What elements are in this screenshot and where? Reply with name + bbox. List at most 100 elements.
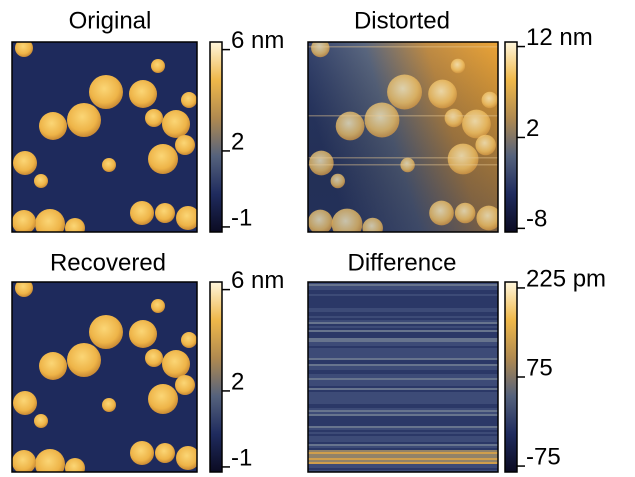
colorbar — [210, 42, 222, 232]
particle — [12, 450, 36, 474]
stripe — [308, 342, 498, 344]
stripe — [308, 468, 498, 470]
particle — [448, 144, 479, 175]
colorbar — [210, 282, 222, 472]
particle — [102, 398, 116, 412]
colorbar-tick-label: -8 — [526, 206, 547, 233]
image-bg — [12, 282, 197, 472]
stripe — [308, 392, 498, 394]
stripe — [308, 434, 498, 436]
stripe — [308, 404, 498, 406]
stripe — [308, 300, 498, 302]
stripe — [308, 420, 498, 422]
particle — [155, 203, 175, 223]
stripe — [308, 426, 498, 428]
stripe — [308, 436, 498, 438]
stripe — [308, 452, 498, 454]
particle — [332, 209, 363, 240]
stripe — [308, 374, 498, 376]
stripe — [308, 460, 498, 462]
stripe — [308, 418, 498, 420]
particle — [34, 414, 48, 428]
panel-title: Distorted — [354, 7, 450, 34]
particle — [181, 92, 197, 108]
stripe — [308, 400, 498, 402]
particle — [364, 103, 399, 138]
stripe — [308, 396, 498, 398]
stripe — [308, 390, 498, 392]
stripe — [308, 382, 498, 384]
particle — [13, 391, 37, 415]
particle — [475, 135, 496, 156]
particle — [130, 441, 154, 465]
stripe — [308, 290, 498, 292]
particle — [428, 80, 457, 109]
stripe — [308, 406, 498, 408]
stripe — [308, 428, 498, 430]
stripe — [308, 394, 498, 396]
stripe — [308, 352, 498, 354]
stripe — [308, 386, 498, 388]
stripe — [308, 412, 498, 414]
colorbar-tick-label: 6 nm — [231, 267, 284, 294]
colorbar-tick-label: 12 nm — [526, 24, 593, 51]
colorbar — [505, 42, 517, 232]
scan-line — [308, 164, 498, 166]
stripe — [308, 368, 498, 370]
particle — [13, 151, 37, 175]
particle — [162, 110, 190, 138]
stripe — [308, 384, 498, 386]
stripe — [308, 372, 498, 374]
stripe — [308, 408, 498, 410]
particle — [331, 174, 345, 188]
stripe — [308, 402, 498, 404]
stripe — [308, 462, 498, 464]
stripe — [308, 304, 498, 306]
scan-line — [308, 157, 498, 159]
stripe — [308, 398, 498, 400]
particle — [462, 110, 491, 139]
stripe — [308, 458, 498, 460]
stripe — [308, 310, 498, 312]
stripe — [308, 444, 498, 446]
stripe — [308, 366, 498, 368]
particle — [155, 443, 175, 463]
stripe — [308, 326, 498, 328]
stripe — [308, 422, 498, 424]
stripe — [308, 376, 498, 378]
stripe — [308, 414, 498, 416]
particle — [445, 109, 463, 127]
particle — [151, 299, 165, 313]
image — [308, 282, 498, 472]
stripe — [308, 296, 498, 298]
image — [308, 39, 501, 240]
particle — [181, 332, 197, 348]
stripe — [308, 328, 498, 330]
stripe — [308, 318, 498, 320]
figure: Original6 nm2-1Distorted12 nm2-8Recovere… — [0, 0, 635, 477]
stripe — [308, 334, 498, 336]
scan-line — [308, 115, 498, 117]
particle — [175, 375, 195, 395]
image — [12, 279, 200, 477]
colorbar-tick-label: 2 — [231, 368, 244, 395]
particle — [129, 320, 157, 348]
particle — [175, 135, 195, 155]
stripe — [308, 456, 498, 458]
stripe — [308, 466, 498, 468]
stripe — [308, 416, 498, 418]
stripe — [308, 336, 498, 338]
stripe — [308, 446, 498, 448]
stripe — [308, 380, 498, 382]
particle — [89, 75, 123, 109]
stripe — [308, 298, 498, 300]
colorbar-tick-label: -1 — [231, 204, 252, 231]
particle — [12, 210, 36, 234]
stripe — [308, 356, 498, 358]
stripe — [308, 308, 498, 310]
particle — [429, 201, 454, 226]
stripe — [308, 302, 498, 304]
particle — [65, 218, 85, 238]
particle — [482, 92, 498, 108]
particle — [67, 343, 101, 377]
